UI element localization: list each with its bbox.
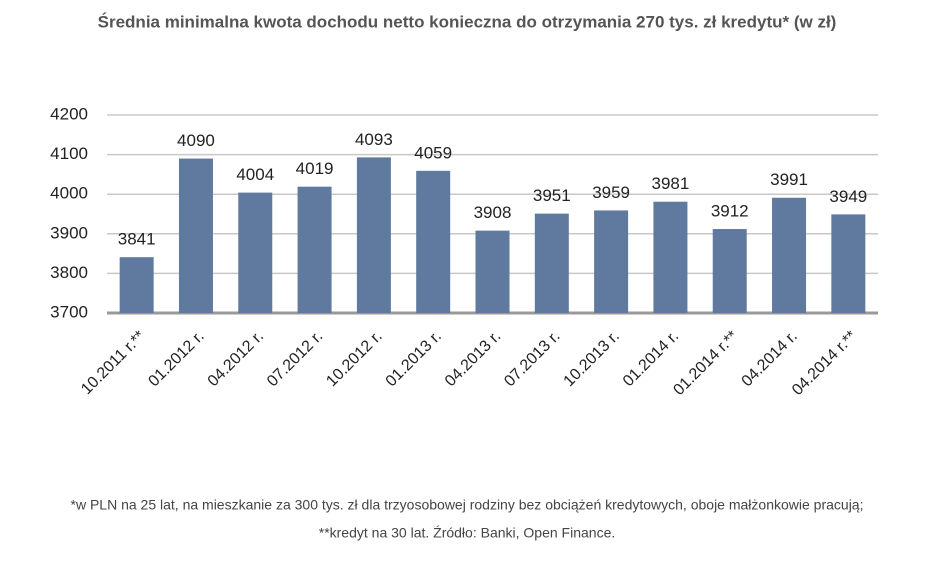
bar xyxy=(119,257,154,313)
data-label: 3841 xyxy=(118,230,156,249)
y-tick-label: 3800 xyxy=(50,263,88,282)
x-tick-label: 01.2013 r. xyxy=(383,328,445,390)
bar xyxy=(831,214,866,313)
y-tick-label: 3900 xyxy=(50,223,88,242)
footnote: **kredyt na 30 lat. Źródło: Banki, Open … xyxy=(319,525,616,541)
x-tick-label: 07.2013 r. xyxy=(501,328,563,390)
x-tick-label: 01.2012 r. xyxy=(145,328,207,390)
data-label: 4004 xyxy=(236,165,274,184)
data-label: 4019 xyxy=(296,159,334,178)
x-tick-label: 10.2011 r.** xyxy=(78,328,148,398)
x-tick-label: 04.2012 r. xyxy=(205,328,267,390)
chart-title: Średnia minimalna kwota dochodu netto ko… xyxy=(98,12,837,31)
x-tick-label: 01.2014 r.** xyxy=(670,328,741,399)
data-label: 3959 xyxy=(592,183,630,202)
bar xyxy=(772,197,807,313)
footnote: *w PLN na 25 lat, na mieszkanie za 300 t… xyxy=(71,497,864,513)
y-tick-label: 3700 xyxy=(50,302,88,321)
y-tick-label: 4100 xyxy=(50,144,88,163)
x-tick-label: 07.2012 r. xyxy=(264,328,326,390)
y-tick-label: 4000 xyxy=(50,184,88,203)
x-tick-label: 04.2013 r. xyxy=(442,328,504,390)
bar xyxy=(534,213,569,313)
bar xyxy=(178,158,213,313)
x-tick-label: 10.2012 r. xyxy=(323,328,385,390)
data-label: 3908 xyxy=(474,203,512,222)
bar xyxy=(594,210,629,313)
data-label: 3981 xyxy=(652,174,690,193)
bar xyxy=(356,157,391,313)
bar xyxy=(416,170,451,313)
x-tick-label: 10.2013 r. xyxy=(561,328,623,390)
data-label: 3912 xyxy=(711,202,749,221)
bar xyxy=(238,192,273,313)
data-label: 4090 xyxy=(177,131,215,150)
bar xyxy=(475,230,510,313)
y-tick-label: 4200 xyxy=(50,104,88,123)
data-label: 4093 xyxy=(355,130,393,149)
bar xyxy=(297,186,332,313)
bar xyxy=(712,229,747,313)
x-tick-label: 04.2014 r. xyxy=(739,328,801,390)
x-tick-label: 01.2014 r. xyxy=(620,328,682,390)
data-label: 3949 xyxy=(829,187,867,206)
x-tick-label: 04.2014 r.** xyxy=(789,328,860,399)
data-label: 3951 xyxy=(533,186,571,205)
bar xyxy=(653,201,688,313)
data-label: 3991 xyxy=(770,170,808,189)
data-label: 4059 xyxy=(414,143,452,162)
